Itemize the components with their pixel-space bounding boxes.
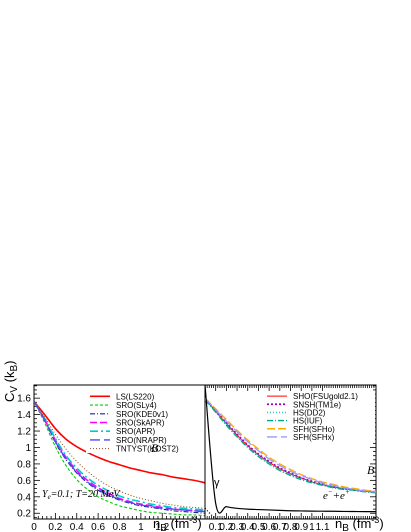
left-legend-label: SRO(SLy4) <box>116 401 157 410</box>
right-x-tick-label: 0.5 <box>251 522 265 532</box>
left-x-tick-label: 1 <box>138 522 144 532</box>
left-legend-label: TNTYST(KOST2) <box>116 445 179 454</box>
left-series-line-4 <box>34 401 205 511</box>
x-axis-label-right: nB (fm-3) <box>335 515 384 532</box>
right-legend-label: SFH(SFHo) <box>293 425 335 434</box>
left-y-tick-label: 0.8 <box>17 459 31 470</box>
annotation-electron-positron: e−+e+ <box>323 488 350 502</box>
left-legend-label: SRO(KDE0v1) <box>116 410 168 419</box>
right-x-tick-label: 0.7 <box>273 522 287 532</box>
right-x-tick-label: 0.9 <box>294 522 308 532</box>
left-x-tick-label: 0 <box>31 522 37 532</box>
annotation-gamma: γ <box>214 477 220 489</box>
right-series-line-3 <box>205 399 376 494</box>
left-x-tick-label: 1.2 <box>155 522 169 532</box>
right-series-line-5 <box>205 397 376 493</box>
left-legend: LS(LS220)SRO(SLy4)SRO(KDE0v1)SRO(SkAPR)S… <box>86 392 204 454</box>
left-x-tick-label: 0.8 <box>113 522 127 532</box>
right-x-tick-label: 1.1 <box>316 522 330 532</box>
left-y-tick-label: 0.6 <box>17 476 31 487</box>
right-legend-label: SHO(FSUgold2.1) <box>293 392 358 401</box>
left-y-tick-label: 1 <box>25 443 31 454</box>
left-series-line-0 <box>34 400 205 484</box>
left-panel: 0 0.2 0.4 0.6 0.8 1 1.20.20.40.60.811.21.41.6 L… <box>17 384 206 532</box>
left-legend-label: SRO(NRAPR) <box>116 436 167 445</box>
annotation-b-left: B <box>151 441 159 455</box>
right-x-tick-label: 0.4 <box>241 522 255 532</box>
right-legend-label: HS(DD2) <box>293 408 326 417</box>
right-legend-box <box>263 392 375 441</box>
right-legend-label: SFH(SFHx) <box>293 433 335 442</box>
left-series-line-6 <box>34 401 205 509</box>
left-y-tick-label: 0.2 <box>17 509 31 520</box>
left-series-line-5 <box>34 401 205 513</box>
left-legend-label: SRO(APR) <box>116 427 155 436</box>
x-axis-label-left: nB (fm-3) <box>153 515 202 532</box>
left-x-tick-label: 0.4 <box>70 522 84 532</box>
left-y-tick-label: 1.2 <box>17 427 31 438</box>
right-x-tick-label: 0.2 <box>219 522 233 532</box>
left-y-tick-label: 1.6 <box>17 394 31 405</box>
right-legend-label: SNSH(TM1e) <box>293 400 341 409</box>
left-x-tick-label: 0.2 <box>48 522 62 532</box>
left-series-line-1 <box>34 401 205 517</box>
right-x-tick-label: 0.3 <box>230 522 244 532</box>
left-legend-label: LS(LS220) <box>116 392 155 401</box>
left-x-tick-label: 0.6 <box>91 522 105 532</box>
left-legend-label: SRO(SkAPR) <box>116 419 165 428</box>
right-series-line-6 <box>205 385 376 514</box>
right-legend: SHO(FSUgold2.1)SNSH(TM1e)HS(DD2)HS(IUF)S… <box>263 392 375 442</box>
right-series-group <box>205 385 376 519</box>
right-legend-label: HS(IUF) <box>293 417 323 426</box>
right-x-tick-label: 0.8 <box>284 522 298 532</box>
annotation-b-right: B <box>367 463 375 477</box>
right-panel: 0.10.20.30.40.50.60.70.80.9 1 1.1 SHO(FSUgo… <box>204 384 377 532</box>
right-x-tick-label: 0.1 <box>209 522 223 532</box>
right-x-tick-label: 0.6 <box>262 522 276 532</box>
right-x-tick-label: 1 <box>309 522 315 532</box>
left-y-tick-label: 0.4 <box>17 492 31 503</box>
right-series-line-4 <box>205 397 376 493</box>
left-y-tick-label: 1.4 <box>17 410 31 421</box>
annotation-conditions: Ye=0.1; T=20 MeV <box>42 489 121 501</box>
left-series-group <box>34 400 205 517</box>
